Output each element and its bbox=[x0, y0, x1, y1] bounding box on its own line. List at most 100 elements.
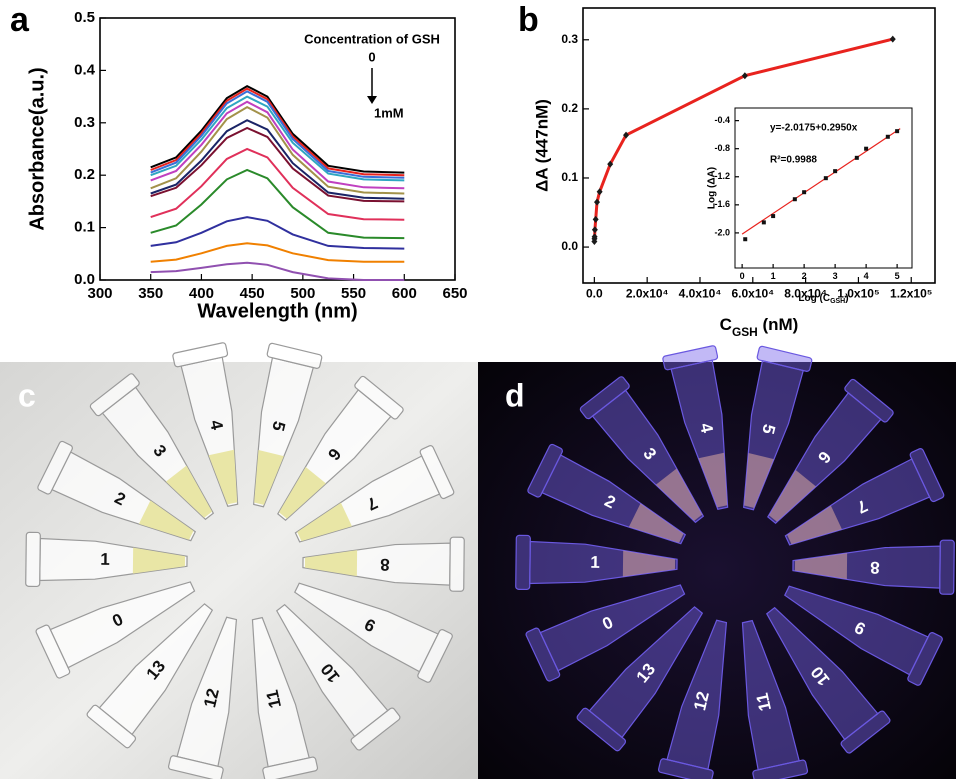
y-axis-label: ΔA (447nM) bbox=[532, 99, 551, 192]
tube-cap bbox=[662, 345, 719, 371]
tube-liquid bbox=[279, 466, 326, 519]
data-point bbox=[823, 176, 828, 181]
tube-cap bbox=[909, 448, 945, 503]
series-line bbox=[150, 216, 405, 250]
x-axis-label-part: GSH bbox=[732, 325, 758, 339]
y-axis-label: Absorbance(a.u.) bbox=[26, 67, 48, 230]
y-tick-label: 0.4 bbox=[74, 61, 96, 78]
data-point bbox=[854, 155, 859, 160]
x-tick-label: 1.0x10⁵ bbox=[837, 287, 879, 301]
data-point bbox=[885, 134, 890, 139]
data-point bbox=[741, 72, 748, 80]
tube: 5 bbox=[743, 345, 813, 511]
y-tick-label: 0.2 bbox=[561, 101, 578, 115]
tube-cap bbox=[89, 373, 140, 417]
x-tick-label: 3 bbox=[833, 271, 838, 281]
x-axis-label-part: Log (C bbox=[798, 293, 830, 304]
tube: 3 bbox=[89, 373, 215, 521]
y-tick-label: 0.0 bbox=[74, 271, 95, 288]
x-axis-label-part: C bbox=[720, 315, 732, 334]
series-line bbox=[150, 126, 405, 203]
y-tick-label: -0.4 bbox=[714, 115, 730, 125]
plot-frame bbox=[582, 7, 936, 284]
tube: 0 bbox=[35, 581, 196, 679]
tube: 13 bbox=[576, 606, 704, 752]
data-point bbox=[607, 160, 614, 168]
tube: 3 bbox=[579, 376, 705, 524]
chart-0: 300 350 400 450 500 550 600 650 0.0 0.1 0.2 0.3 0.4 0… bbox=[10, 1, 468, 302]
x-tick-label: 500 bbox=[290, 285, 315, 302]
tube: 2 bbox=[527, 443, 687, 545]
y-tick-label: -1.6 bbox=[714, 199, 730, 209]
x-tick-label: 2 bbox=[802, 271, 807, 281]
x-tick-label: 600 bbox=[392, 285, 417, 302]
x-tick-label: 6.0x10⁴ bbox=[731, 287, 774, 301]
tube-cap bbox=[579, 376, 630, 420]
panel-label: c bbox=[18, 377, 36, 413]
fit-line bbox=[741, 128, 901, 235]
tube: 10 bbox=[765, 606, 891, 754]
annotation: 0 bbox=[368, 49, 375, 64]
tube: 4 bbox=[662, 345, 729, 511]
series-line bbox=[150, 100, 405, 190]
tube-liquid bbox=[628, 503, 684, 543]
data-point bbox=[593, 198, 600, 206]
tube-label: 4 bbox=[696, 421, 717, 435]
tube-label: 4 bbox=[206, 418, 227, 432]
tube-cap bbox=[262, 756, 319, 779]
series-line bbox=[150, 168, 405, 240]
x-tick-label: 350 bbox=[138, 285, 163, 302]
tube-label: 8 bbox=[870, 558, 880, 577]
x-tick-label: 1.2x10⁵ bbox=[890, 287, 932, 301]
annotation: 1mM bbox=[374, 105, 404, 120]
plot-frame bbox=[734, 107, 913, 269]
annotation: Concentration of GSH bbox=[304, 31, 440, 46]
chart-2: 0 1 2 3 4 5 -2.0 -1.6 -1.2 -0.8 -0.4 y=-2.0175+0.29… bbox=[714, 107, 913, 281]
tube-cap bbox=[35, 624, 71, 679]
tube-cap bbox=[417, 629, 453, 683]
x-axis-label: Log (CGSH) bbox=[798, 293, 848, 306]
tube-liquid bbox=[304, 550, 358, 577]
series-line bbox=[150, 261, 405, 281]
x-tick-label: 650 bbox=[442, 285, 467, 302]
tube-cap bbox=[266, 342, 323, 369]
tube: 0 bbox=[525, 584, 686, 682]
tube-cap bbox=[939, 539, 955, 595]
tube-liquid bbox=[787, 505, 842, 545]
y-tick-label: -1.2 bbox=[714, 171, 730, 181]
tube-cap bbox=[37, 440, 73, 495]
x-tick-label: 2.0x10⁴ bbox=[626, 287, 669, 301]
tube-cap bbox=[25, 531, 41, 588]
data-point bbox=[591, 226, 598, 234]
x-tick-label: 1 bbox=[771, 271, 776, 281]
data-point bbox=[864, 146, 869, 151]
tube-cap bbox=[449, 536, 465, 592]
data-point bbox=[743, 237, 748, 242]
x-tick-label: 0 bbox=[740, 271, 745, 281]
y-tick-label: 0.3 bbox=[74, 114, 95, 131]
tube-liquid bbox=[622, 550, 676, 577]
tube-label: 12 bbox=[200, 687, 223, 710]
tube: 5 bbox=[253, 342, 323, 508]
tube-cap bbox=[354, 375, 404, 420]
tube-label: 5 bbox=[758, 422, 779, 436]
series-line bbox=[150, 105, 405, 195]
tube-cap bbox=[350, 707, 401, 751]
series-line bbox=[150, 90, 405, 179]
y-tick-label: -2.0 bbox=[714, 227, 730, 237]
tube-cap bbox=[657, 758, 714, 779]
data-point bbox=[592, 215, 599, 223]
tube-liquid bbox=[138, 500, 194, 540]
tube: 13 bbox=[86, 603, 214, 749]
x-tick-label: 4 bbox=[864, 271, 869, 281]
tube-cap bbox=[86, 704, 137, 749]
y-tick-label: 0.0 bbox=[561, 239, 578, 253]
tube: 2 bbox=[37, 440, 197, 542]
series-line bbox=[150, 242, 405, 263]
tube-label: 1 bbox=[590, 553, 600, 572]
tube: 12 bbox=[167, 616, 238, 779]
series-line bbox=[150, 84, 405, 174]
